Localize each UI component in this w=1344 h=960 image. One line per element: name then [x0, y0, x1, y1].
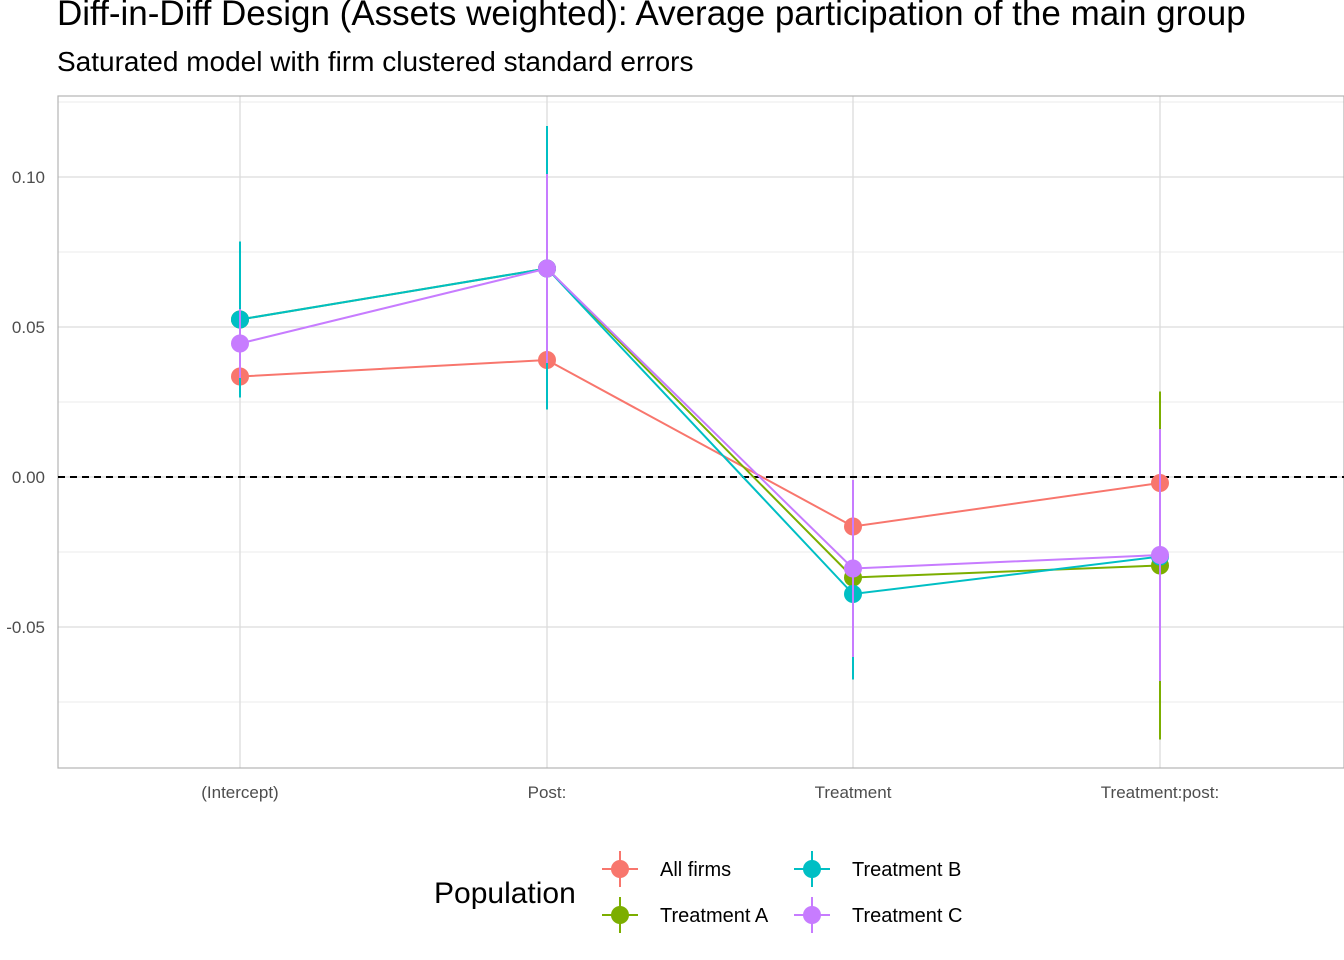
legend-key-point	[611, 860, 629, 878]
x-tick-label: (Intercept)	[201, 783, 278, 802]
series-line	[239, 358, 1161, 528]
x-tick-label: Treatment	[815, 783, 892, 802]
legend-label: All firms	[660, 859, 731, 881]
legend-key-point	[611, 906, 629, 924]
legend-label: Treatment B	[852, 859, 961, 881]
legend-item-treatment-c: Treatment C	[794, 897, 962, 933]
data-point	[538, 259, 556, 278]
axes: -0.05 0.00 0.05 0.10 (Intercept) Post: Treatme…	[6, 168, 1219, 802]
legend-item-all-firms: All firms	[602, 851, 731, 887]
series-line	[239, 267, 1161, 596]
series-layer	[231, 126, 1169, 740]
panel-border	[57, 95, 1344, 769]
y-tick-label: 0.00	[12, 468, 45, 487]
plot-panel	[57, 95, 1344, 769]
legend-item-treatment-b: Treatment B	[794, 851, 961, 887]
series-treatment-c	[231, 174, 1169, 681]
series-all-firms	[231, 312, 1169, 573]
legend-item-treatment-a: Treatment A	[602, 897, 769, 933]
series-line	[239, 267, 1161, 570]
legend-key-point	[803, 860, 821, 878]
legend: Population All firms Treatment A Treatment …	[434, 851, 962, 933]
y-tick-label: -0.05	[6, 618, 45, 637]
series-treatment-a	[231, 174, 1169, 740]
legend-title: Population	[434, 877, 576, 910]
legend-key-point	[803, 906, 821, 924]
y-tick-label: 0.10	[12, 168, 45, 187]
data-point	[844, 559, 862, 578]
x-tick-label: Post:	[528, 783, 567, 802]
data-point	[1151, 546, 1169, 564]
series-treatment-b	[231, 126, 1169, 680]
legend-label: Treatment C	[852, 905, 962, 927]
chart-title: Diff-in-Diff Design (Assets weighted): A…	[57, 0, 1246, 33]
chart-subtitle: Saturated model with firm clustered stan…	[57, 46, 694, 77]
data-point	[231, 334, 249, 353]
x-tick-label: Treatment:post:	[1101, 783, 1219, 802]
y-tick-label: 0.05	[12, 318, 45, 337]
series-line	[239, 267, 1161, 579]
legend-label: Treatment A	[660, 905, 769, 927]
